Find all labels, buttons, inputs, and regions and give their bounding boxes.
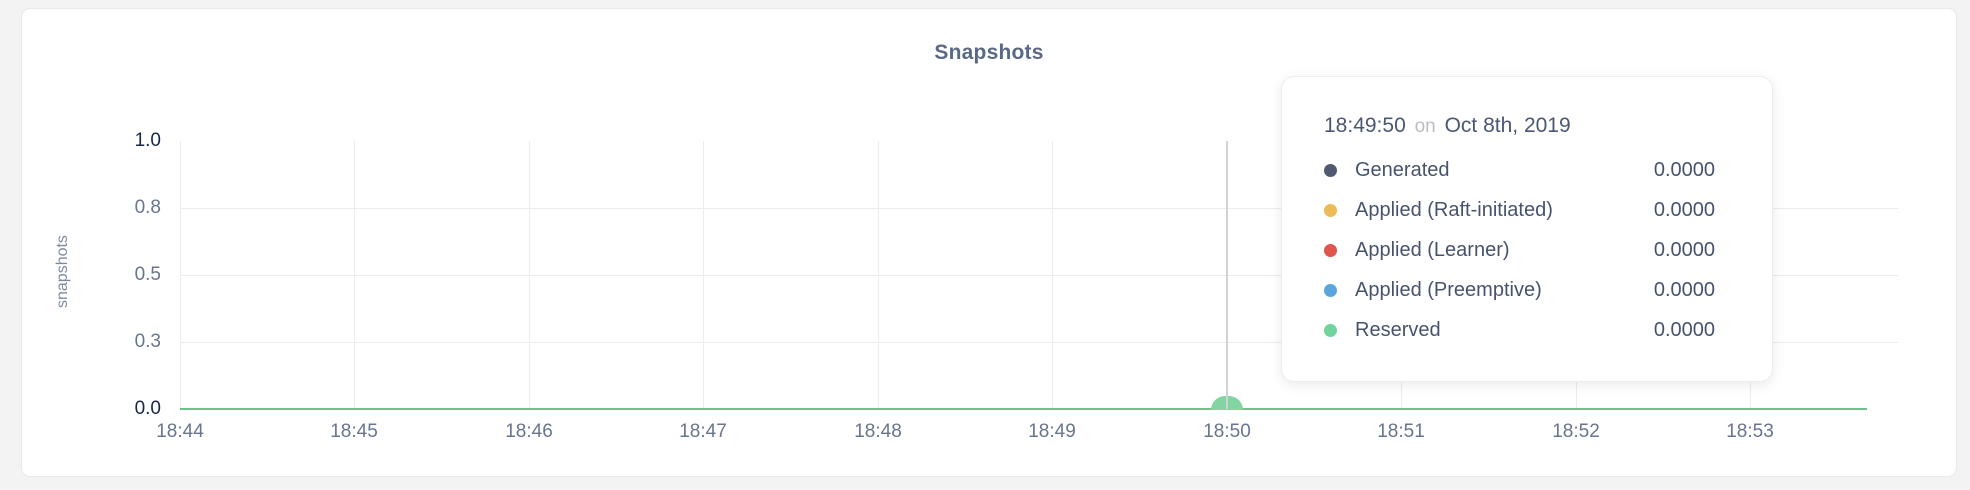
series-dot-icon bbox=[1324, 323, 1337, 337]
chart-tooltip: 18:49:50 on Oct 8th, 2019 Generated 0.00… bbox=[1281, 76, 1773, 382]
h-gridline bbox=[180, 342, 1898, 343]
tooltip-row: Applied (Learner) 0.0000 bbox=[1324, 230, 1715, 270]
x-tick-label: 18:45 bbox=[330, 421, 378, 442]
tooltip-timestamp: 18:49:50 on Oct 8th, 2019 bbox=[1324, 114, 1715, 138]
chart-title: Snapshots bbox=[934, 41, 1044, 64]
tooltip-row: Reserved 0.0000 bbox=[1324, 310, 1715, 350]
tooltip-row: Applied (Preemptive) 0.0000 bbox=[1324, 270, 1715, 310]
x-tick-label: 18:47 bbox=[679, 421, 727, 442]
chart-card: Snapshots snapshots 1.0 0.8 0.5 0.3 0.0 … bbox=[21, 8, 1957, 477]
v-gridline bbox=[703, 141, 704, 409]
x-tick-label: 18:49 bbox=[1028, 421, 1076, 442]
h-gridline bbox=[180, 208, 1898, 209]
y-tick-label: 0.0 bbox=[134, 398, 161, 419]
x-tick-label: 18:52 bbox=[1552, 421, 1600, 442]
x-tick-label: 18:44 bbox=[156, 421, 204, 442]
hover-guide-line bbox=[1226, 141, 1228, 409]
h-gridline bbox=[180, 275, 1898, 276]
v-gridline bbox=[878, 141, 879, 409]
tooltip-connector: on bbox=[1414, 116, 1436, 137]
v-gridline bbox=[1052, 141, 1053, 409]
series-dot-icon bbox=[1324, 283, 1337, 297]
series-label: Applied (Raft-initiated) bbox=[1355, 198, 1553, 221]
y-tick-label: 1.0 bbox=[134, 130, 161, 151]
v-gridline bbox=[180, 141, 181, 409]
series-value: 0.0000 bbox=[1653, 238, 1715, 261]
v-gridline bbox=[529, 141, 530, 409]
series-label: Reserved bbox=[1355, 318, 1441, 341]
series-value: 0.0000 bbox=[1653, 198, 1715, 221]
tooltip-date: Oct 8th, 2019 bbox=[1444, 114, 1571, 137]
tooltip-row: Generated 0.0000 bbox=[1324, 150, 1715, 190]
series-label: Applied (Preemptive) bbox=[1355, 278, 1542, 301]
series-dot-icon bbox=[1324, 203, 1337, 217]
tooltip-row: Applied (Raft-initiated) 0.0000 bbox=[1324, 190, 1715, 230]
x-tick-label: 18:53 bbox=[1726, 421, 1774, 442]
series-value: 0.0000 bbox=[1653, 278, 1715, 301]
tooltip-time: 18:49:50 bbox=[1324, 114, 1406, 137]
series-value: 0.0000 bbox=[1653, 318, 1715, 341]
y-axis-label: snapshots bbox=[54, 235, 71, 309]
v-gridline bbox=[354, 141, 355, 409]
x-tick-label: 18:46 bbox=[505, 421, 553, 442]
series-label: Generated bbox=[1355, 158, 1450, 181]
series-value: 0.0000 bbox=[1653, 158, 1715, 181]
x-tick-label: 18:48 bbox=[854, 421, 902, 442]
series-label: Applied (Learner) bbox=[1355, 238, 1510, 261]
x-tick-label: 18:50 bbox=[1203, 421, 1251, 442]
series-dot-icon bbox=[1324, 163, 1337, 177]
series-line-reserved bbox=[180, 407, 1867, 410]
series-dot-icon bbox=[1324, 243, 1337, 257]
y-tick-label: 0.5 bbox=[134, 264, 161, 285]
y-tick-label: 0.3 bbox=[134, 331, 161, 352]
x-tick-label: 18:51 bbox=[1377, 421, 1425, 442]
y-tick-label: 0.8 bbox=[134, 197, 161, 218]
